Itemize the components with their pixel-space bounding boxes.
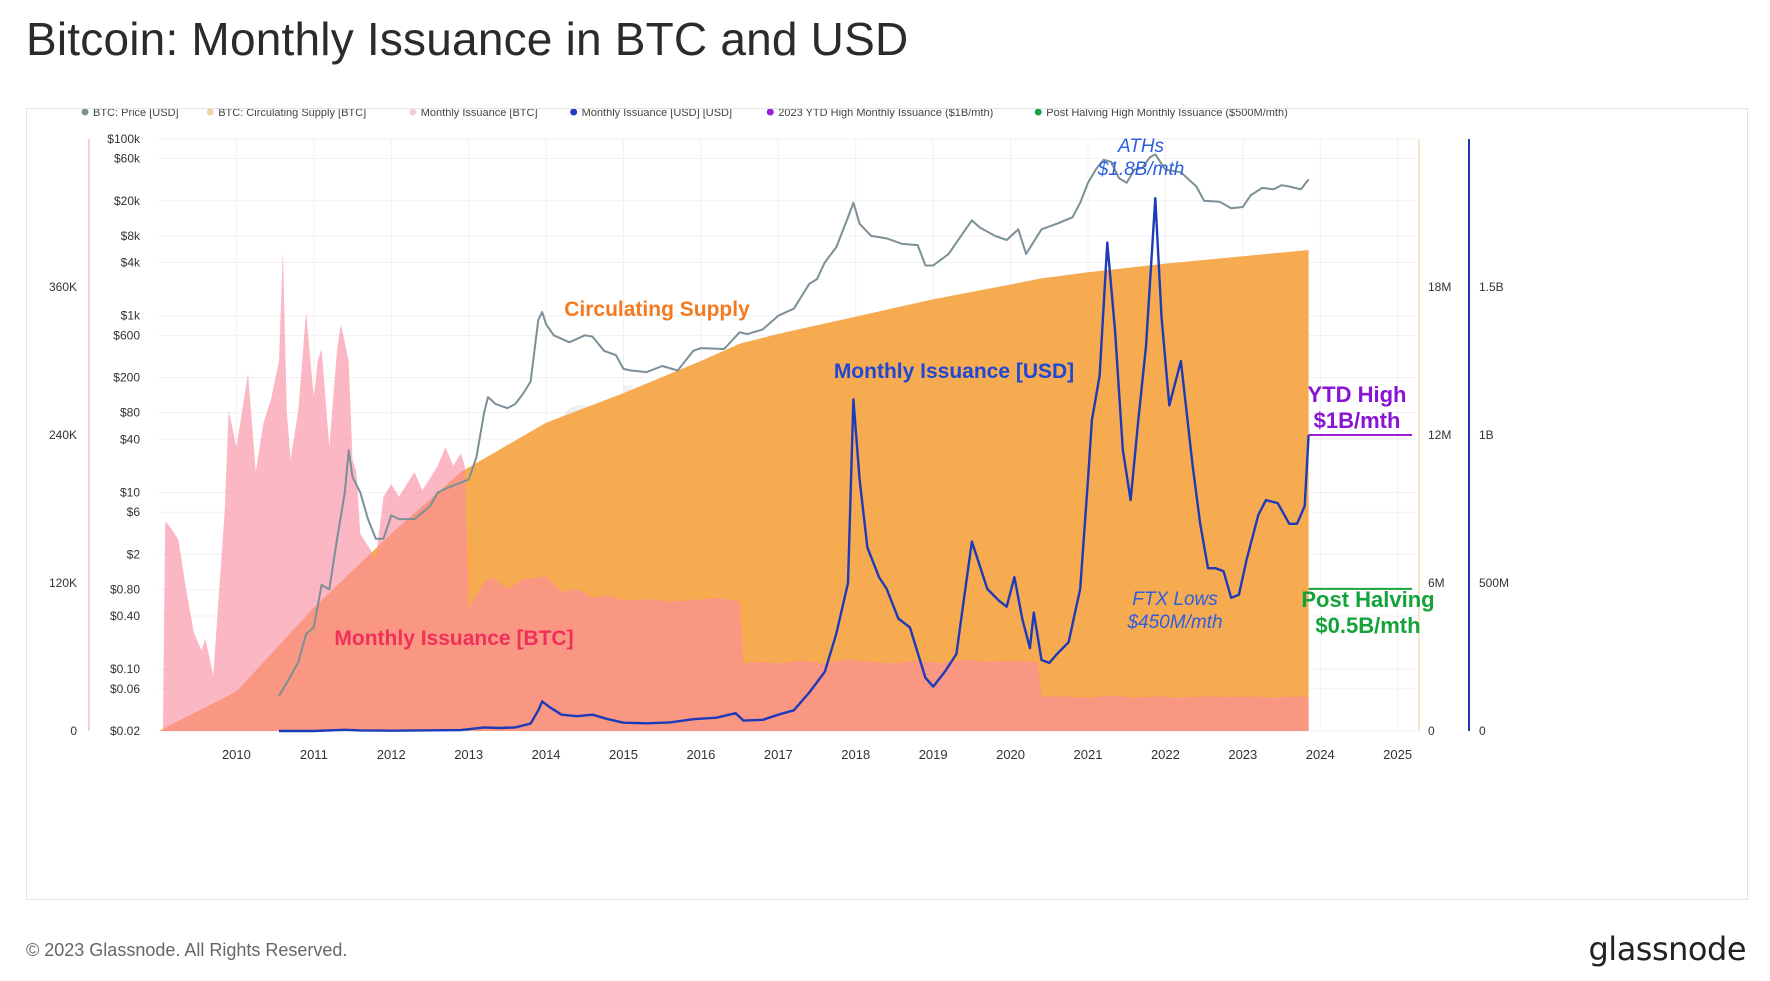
issuance-usd-tick-label: 0	[1479, 724, 1486, 738]
annotation-ftx-line1: FTX Lows	[1132, 589, 1218, 610]
price-tick-label: $0.10	[110, 662, 140, 676]
legend-marker	[409, 109, 417, 116]
price-tick-label: $0.40	[110, 609, 140, 623]
annotation-aths-line2: $1.8B/mth	[1097, 159, 1185, 180]
x-tick-label: 2013	[454, 747, 483, 762]
x-tick-label: 2018	[841, 747, 870, 762]
annotations: Circulating Supply Monthly Issuance [USD…	[334, 136, 1434, 650]
annotation-monthly-issuance-btc: Monthly Issuance [BTC]	[334, 627, 573, 650]
page-title: Bitcoin: Monthly Issuance in BTC and USD	[26, 13, 909, 65]
price-tick-label: $60k	[114, 152, 141, 166]
issuance-usd-tick-label: 500M	[1479, 576, 1509, 590]
btc-price-line	[278, 153, 1310, 697]
price-tick-label: $10	[120, 485, 140, 499]
chart-legend: BTC: Price [USD] BTC: Circulating Supply …	[81, 109, 1288, 119]
axes: 360K240K120K0$100k$60k$20k$8k$4k$1k$600$…	[49, 132, 1509, 762]
chart-svg: glassnode 360K240K120K0$100k$60k$20k$8k$…	[49, 109, 1509, 762]
x-tick-label: 2025	[1383, 747, 1412, 762]
price-tick-label: $80	[120, 406, 140, 420]
area-layer	[159, 250, 1309, 731]
annotation-ytd-line2: $1B/mth	[1314, 408, 1401, 433]
price-tick-label: $6	[127, 505, 141, 519]
x-tick-label: 2011	[300, 747, 328, 762]
issuance-btc-tick-label: 240K	[49, 428, 77, 442]
price-tick-label: $100k	[107, 132, 141, 146]
legend-label: BTC: Circulating Supply [BTC]	[218, 109, 366, 119]
glassnode-logo: glassnode	[1588, 930, 1746, 968]
price-tick-label: $40	[120, 432, 140, 446]
legend-label: 2023 YTD High Monthly Issuance ($1B/mth)	[778, 109, 993, 119]
legend-label: Post Halving High Monthly Issuance ($500…	[1046, 109, 1288, 119]
x-tick-label: 2017	[764, 747, 793, 762]
annotation-circulating-supply: Circulating Supply	[564, 298, 750, 321]
x-tick-label: 2024	[1306, 747, 1335, 762]
annotation-halving-line1: Post Halving	[1301, 587, 1434, 612]
monthly-issuance-btc-area	[162, 250, 1309, 731]
price-tick-label: $200	[113, 371, 140, 385]
x-tick-label: 2023	[1228, 747, 1257, 762]
legend-marker	[766, 109, 774, 116]
issuance-usd-tick-label: 1B	[1479, 428, 1494, 442]
price-tick-label: $8k	[121, 229, 141, 243]
x-tick-label: 2012	[377, 747, 406, 762]
annotation-ytd-line1: YTD High	[1308, 382, 1407, 407]
supply-tick-label: 18M	[1428, 280, 1451, 294]
legend-label: Monthly Issuance [BTC]	[421, 109, 538, 119]
supply-tick-label: 6M	[1428, 576, 1445, 590]
issuance-btc-tick-label: 0	[70, 724, 77, 738]
footer-copyright: © 2023 Glassnode. All Rights Reserved.	[26, 940, 348, 960]
annotation-monthly-issuance-usd: Monthly Issuance [USD]	[834, 360, 1074, 383]
price-tick-label: $1k	[121, 309, 141, 323]
supply-tick-label: 0	[1428, 724, 1435, 738]
x-tick-label: 2010	[222, 747, 251, 762]
x-tick-label: 2014	[532, 747, 561, 762]
price-tick-label: $0.80	[110, 582, 140, 596]
x-tick-label: 2022	[1151, 747, 1180, 762]
chart-panel: glassnode 360K240K120K0$100k$60k$20k$8k$…	[26, 108, 1748, 900]
annotation-aths-line1: ATHs	[1117, 136, 1165, 157]
legend-label: BTC: Price [USD]	[93, 109, 179, 119]
x-tick-label: 2016	[686, 747, 715, 762]
price-tick-label: $600	[113, 328, 140, 342]
price-tick-label: $2	[127, 547, 141, 561]
supply-tick-label: 12M	[1428, 428, 1451, 442]
issuance-usd-tick-label: 1.5B	[1479, 280, 1504, 294]
x-tick-label: 2019	[919, 747, 948, 762]
annotation-ftx-line2: $450M/mth	[1126, 612, 1222, 633]
legend-marker	[570, 109, 578, 116]
price-tick-label: $0.02	[110, 724, 140, 738]
x-tick-label: 2020	[996, 747, 1025, 762]
price-tick-label: $0.06	[110, 682, 140, 696]
x-tick-label: 2015	[609, 747, 638, 762]
legend-label: Monthly Issuance [USD] [USD]	[582, 109, 732, 119]
x-tick-label: 2021	[1074, 747, 1103, 762]
line-layer	[278, 153, 1412, 733]
monthly-issuance-usd-line	[279, 197, 1310, 733]
issuance-btc-tick-label: 360K	[49, 280, 77, 294]
legend-marker	[1034, 109, 1042, 116]
issuance-btc-tick-label: 120K	[49, 576, 77, 590]
annotation-halving-line2: $0.5B/mth	[1315, 613, 1420, 638]
price-tick-label: $4k	[121, 256, 141, 270]
legend-marker	[206, 109, 214, 116]
price-tick-label: $20k	[114, 194, 141, 208]
legend-marker	[81, 109, 89, 116]
